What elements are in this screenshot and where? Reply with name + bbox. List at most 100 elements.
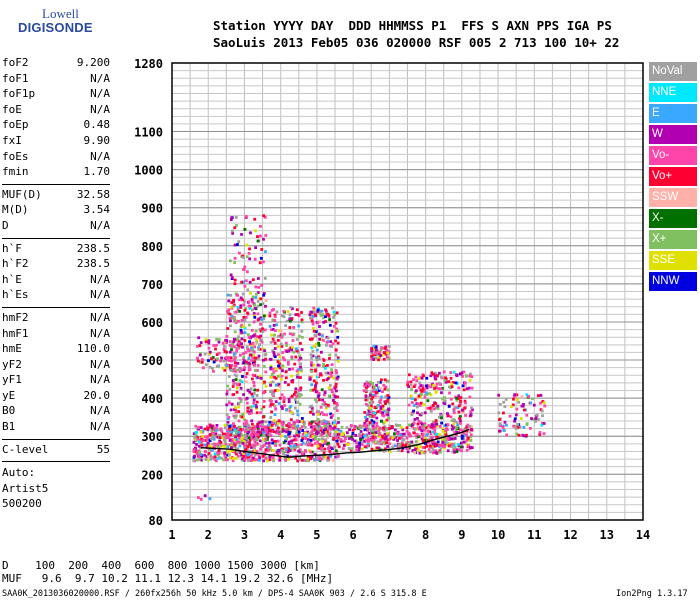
data-point: [429, 409, 433, 413]
data-point: [212, 431, 216, 435]
data-point: [413, 398, 417, 402]
data-point: [459, 445, 463, 449]
data-point: [243, 318, 247, 322]
data-point: [328, 431, 332, 435]
data-point: [363, 411, 367, 414]
data-point: [324, 406, 328, 410]
data-point: [328, 425, 332, 429]
data-point: [457, 397, 461, 400]
data-point: [232, 367, 236, 371]
data-point: [317, 446, 321, 450]
data-point: [237, 436, 241, 440]
data-point: [264, 456, 268, 460]
data-point: [419, 426, 423, 429]
data-point: [400, 436, 404, 439]
data-point: [385, 411, 389, 414]
data-point: [420, 422, 424, 426]
data-point: [211, 426, 214, 430]
data-point: [306, 430, 310, 434]
data-point: [235, 450, 239, 454]
data-point: [344, 443, 348, 446]
data-point: [251, 355, 255, 359]
data-point: [293, 447, 297, 451]
data-point: [314, 437, 317, 441]
data-point: [193, 436, 197, 440]
data-point: [304, 431, 307, 435]
data-point: [450, 437, 454, 441]
data-point: [514, 413, 518, 417]
y-tick-label: 500: [141, 354, 163, 368]
data-point: [379, 387, 382, 390]
data-point: [197, 438, 201, 442]
data-point: [256, 438, 259, 442]
data-point: [245, 243, 249, 247]
data-point: [192, 459, 196, 462]
data-point: [252, 350, 256, 354]
data-point: [271, 327, 275, 331]
data-point: [377, 428, 381, 432]
data-point: [326, 436, 330, 439]
param-row: hmF2 N/A: [2, 311, 110, 327]
data-point: [320, 433, 324, 437]
data-point: [313, 457, 316, 461]
data-point: [226, 450, 230, 454]
data-point: [324, 427, 328, 431]
data-point: [288, 313, 292, 317]
data-point: [235, 347, 239, 350]
data-point: [207, 447, 211, 451]
data-point: [336, 359, 340, 363]
data-point: [379, 354, 383, 358]
data-point: [378, 380, 382, 384]
data-point: [261, 454, 265, 458]
data-point: [462, 437, 466, 441]
data-point: [242, 316, 246, 319]
data-point: [442, 370, 446, 374]
data-point: [245, 345, 249, 349]
data-point: [317, 395, 320, 399]
data-point: [230, 359, 233, 363]
data-point: [248, 247, 251, 251]
data-point: [450, 443, 454, 446]
data-point: [242, 268, 246, 271]
param-name: yE: [2, 388, 16, 402]
data-point: [306, 455, 310, 458]
data-point: [233, 278, 237, 282]
data-point: [278, 396, 282, 400]
data-point: [253, 437, 256, 441]
data-point: [240, 280, 244, 284]
divider: [2, 306, 110, 308]
data-point: [512, 397, 515, 401]
data-point: [276, 338, 280, 342]
data-point: [195, 431, 198, 434]
data-point: [464, 374, 468, 377]
data-point: [281, 425, 285, 429]
data-point: [336, 341, 340, 345]
data-point: [264, 430, 268, 434]
data-point: [532, 403, 536, 407]
data-point: [283, 447, 287, 450]
data-point: [227, 415, 231, 419]
data-point: [315, 432, 319, 436]
data-point: [431, 426, 435, 430]
data-point: [372, 420, 376, 424]
data-point: [333, 425, 337, 429]
data-point: [315, 420, 319, 424]
data-point: [272, 419, 276, 422]
data-point: [382, 357, 386, 361]
data-point: [543, 404, 547, 408]
data-point: [232, 422, 235, 426]
data-point: [463, 406, 466, 410]
data-point: [448, 437, 451, 441]
data-point: [249, 446, 253, 449]
data-point: [302, 452, 306, 456]
data-point: [302, 424, 306, 427]
data-point: [269, 383, 272, 387]
data-point: [457, 410, 461, 414]
data-point: [208, 433, 212, 437]
data-point: [263, 451, 267, 455]
data-point: [325, 413, 328, 417]
data-point: [215, 338, 218, 341]
data-point: [452, 370, 456, 374]
data-point: [290, 307, 294, 311]
data-point: [407, 423, 411, 427]
